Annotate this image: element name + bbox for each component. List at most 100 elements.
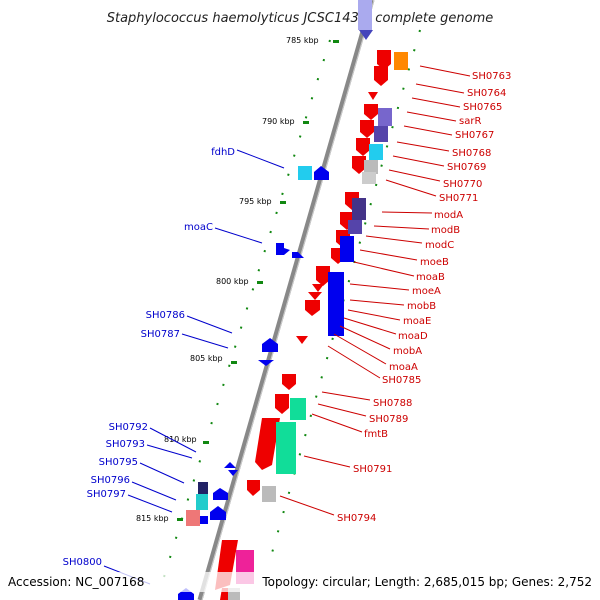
- leader-line: [381, 211, 433, 214]
- gene-label: fmtB: [364, 429, 388, 440]
- leader-line: [236, 149, 285, 169]
- gene-label: moaA: [389, 362, 418, 373]
- scale-tick: [303, 121, 309, 124]
- gene-feature: [358, 0, 372, 30]
- gene-label: sarR: [459, 116, 481, 127]
- gene-box-teal: [196, 494, 208, 510]
- gene-label: moaC: [184, 222, 213, 233]
- gene-arrow: [356, 138, 370, 156]
- gene-label: SH0788: [373, 398, 412, 409]
- gene-label: SH0797: [87, 489, 126, 500]
- gene-feature: [359, 30, 373, 40]
- gene-label: SH0764: [467, 88, 506, 99]
- gene-label: mobA: [393, 346, 422, 357]
- gene-box-cyan: [369, 144, 383, 160]
- leader-line: [415, 83, 465, 94]
- gene-box-cyan: [298, 166, 312, 180]
- leader-line: [327, 345, 381, 379]
- leader-line: [339, 325, 391, 350]
- leader-line: [186, 315, 233, 334]
- leader-line: [343, 317, 397, 335]
- gene-arrow: [247, 480, 260, 496]
- gene-label: SH0792: [109, 422, 148, 433]
- gene-label: SH0769: [447, 162, 486, 173]
- gene-label: modB: [431, 225, 460, 236]
- gene-arrow: [224, 462, 236, 468]
- scale-tick: [177, 518, 183, 521]
- leader-line: [279, 495, 335, 516]
- accession-text: Accession: NC_007168: [8, 575, 144, 589]
- scale-tick: [231, 361, 237, 364]
- scale-label: 810 kbp: [164, 435, 197, 444]
- gene-label: SH0768: [452, 148, 491, 159]
- right-labels: SH0763 SH0764 SH0765 sarR SH0767 SH0768 …: [279, 65, 511, 524]
- left-labels: fdhD moaC SH0786 SH0787 SH0792 SH0793 SH…: [63, 147, 285, 585]
- gene-arrow: [377, 50, 391, 70]
- leader-line: [385, 179, 437, 197]
- scale-tick: [280, 201, 286, 204]
- leader-line: [349, 283, 410, 291]
- gene-label: SH0794: [337, 513, 376, 524]
- gene-box-grey: [262, 486, 276, 502]
- genome-backbone-shadow: [201, 0, 375, 600]
- gene-box-blue: [340, 236, 354, 262]
- gene-arrow: [276, 243, 290, 255]
- topology-text: Topology: circular; Length: 2,685,015 bp…: [261, 575, 592, 589]
- gene-label: moaE: [403, 316, 431, 327]
- leader-line: [181, 333, 229, 349]
- gene-label: modA: [434, 210, 463, 221]
- leader-line: [365, 235, 423, 244]
- gene-label: SH0771: [439, 193, 478, 204]
- leader-line: [131, 481, 177, 501]
- gene-box-green: [290, 398, 306, 420]
- gene-label: SH0785: [382, 375, 421, 386]
- gene-arrow: [262, 338, 278, 352]
- gene-arrow: [360, 120, 374, 138]
- scale-tick: [203, 441, 209, 444]
- scale-label: 815 kbp: [136, 514, 169, 523]
- gene-arrow: [275, 394, 289, 414]
- gene-label: fdhD: [211, 147, 235, 158]
- gene-arrow: [282, 374, 296, 390]
- gene-label: moaB: [416, 272, 445, 283]
- gene-label: modC: [425, 240, 454, 251]
- colored-gene-boxes: [228, 52, 408, 600]
- gene-label: SH0789: [369, 414, 408, 425]
- leader-line: [317, 403, 367, 417]
- gene-arrow: [312, 284, 324, 292]
- reverse-genes: [178, 166, 329, 600]
- gene-arrow: [374, 66, 388, 86]
- scale-label: 785 kbp: [286, 36, 319, 45]
- gene-arrow: [305, 300, 320, 316]
- gene-label: SH0793: [106, 439, 145, 450]
- gene-label: moeB: [420, 257, 449, 268]
- scale-label: 790 kbp: [262, 117, 295, 126]
- leader-line: [359, 249, 418, 261]
- leader-line: [146, 444, 193, 459]
- gene-label: SH0786: [146, 310, 185, 321]
- footer-background: [0, 572, 600, 592]
- leader-line: [139, 462, 185, 484]
- gene-arrow: [308, 292, 322, 300]
- gene-arrow: [296, 336, 308, 344]
- gene-arrow: [314, 166, 329, 180]
- gene-label: SH0763: [472, 71, 511, 82]
- leader-line: [349, 299, 405, 306]
- gene-box-lavender: [378, 108, 392, 126]
- leader-line: [396, 141, 450, 152]
- leader-line: [411, 97, 461, 108]
- leader-line: [392, 155, 445, 167]
- gene-label: SH0770: [443, 179, 482, 190]
- map-title: Staphylococcus haemolyticus JCSC1435, co…: [107, 11, 494, 26]
- scale-tick: [333, 40, 339, 43]
- gene-arrow: [258, 360, 274, 366]
- gene-label: SH0765: [463, 102, 502, 113]
- leader-line: [149, 427, 197, 453]
- scale-label: 805 kbp: [190, 354, 223, 363]
- outer-dotted-track: [269, 29, 421, 561]
- gene-box-grey: [364, 160, 378, 174]
- gene-arrow: [316, 266, 330, 286]
- gene-box-lavender: [374, 126, 388, 142]
- gene-arrow: [292, 252, 304, 258]
- gene-label: SH0791: [353, 464, 392, 475]
